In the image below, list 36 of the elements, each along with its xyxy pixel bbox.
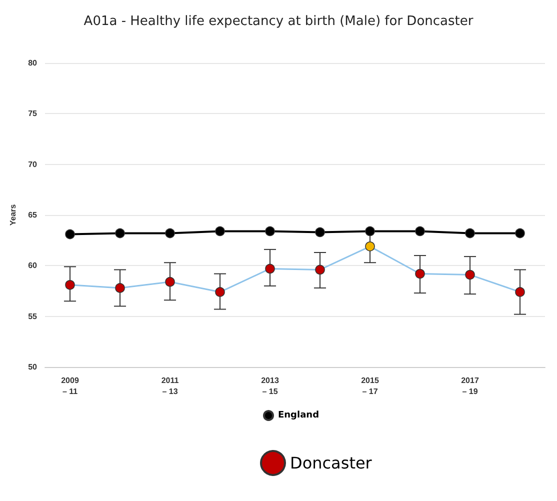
y-tick-label: 55 <box>28 312 38 321</box>
point <box>415 268 425 279</box>
point <box>65 280 75 290</box>
point <box>265 226 275 236</box>
x-tick-label: 2015 – 17 <box>361 376 380 396</box>
point <box>315 227 325 238</box>
legend-label: England <box>278 410 320 420</box>
point <box>215 226 225 236</box>
point <box>165 228 175 238</box>
point <box>315 264 325 275</box>
x-tick-label: 2009 – 11 <box>61 376 80 396</box>
point <box>265 264 275 274</box>
point <box>415 226 425 236</box>
x-tick-label: 2011 – 13 <box>161 376 180 396</box>
y-tick-label: 75 <box>28 109 38 118</box>
legend-label: Doncaster <box>290 454 372 472</box>
point <box>465 270 475 280</box>
point <box>465 228 475 238</box>
point <box>115 228 125 238</box>
point <box>515 287 525 297</box>
y-tick-label: 70 <box>28 160 38 169</box>
point <box>365 226 375 236</box>
y-axis-title: Years <box>8 204 18 226</box>
y-tick-label: 50 <box>28 362 38 372</box>
point <box>515 228 525 238</box>
point <box>165 276 175 287</box>
y-tick-label: 80 <box>28 58 38 68</box>
point <box>65 229 75 240</box>
y-tick-label: 65 <box>28 210 38 220</box>
y-tick-label: 60 <box>28 261 38 270</box>
point <box>365 242 375 252</box>
x-tick-label: 2013 – 15 <box>261 376 280 396</box>
point <box>215 287 225 297</box>
point <box>115 283 125 293</box>
x-tick-label: 2017 – 19 <box>461 376 480 396</box>
chart-title: A01a - Healthy life expectancy at birth (Male) for Doncaster <box>84 14 474 29</box>
